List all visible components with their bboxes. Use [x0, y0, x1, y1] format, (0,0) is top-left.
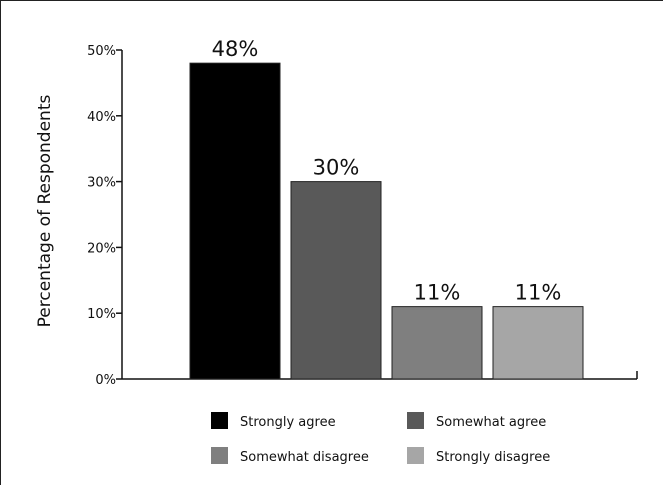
legend: Strongly agree Somewhat agree Somewhat dis… — [211, 412, 550, 465]
bar — [492, 306, 584, 380]
legend-label: Somewhat disagree — [240, 450, 369, 465]
y-tick-label: 0% — [95, 373, 116, 388]
bar — [391, 306, 483, 380]
legend-swatch — [211, 447, 228, 464]
y-tick-label: 40% — [87, 110, 116, 125]
data-label: 11% — [515, 281, 562, 305]
legend-swatch — [211, 412, 228, 429]
legend-swatch — [407, 447, 424, 464]
bar — [189, 62, 281, 380]
bar — [290, 181, 382, 380]
bars — [189, 62, 584, 380]
data-labels: 48% 30% 11% 11% — [212, 37, 562, 304]
data-label: 48% — [212, 37, 259, 61]
y-axis-label: Percentage of Respondents — [35, 95, 55, 328]
legend-swatch — [407, 412, 424, 429]
y-tick-label: 30% — [87, 176, 116, 191]
y-tick-label: 20% — [87, 241, 116, 256]
legend-label: Strongly disagree — [436, 450, 550, 465]
data-label: 30% — [313, 156, 360, 180]
legend-label: Strongly agree — [240, 415, 336, 430]
data-label: 11% — [414, 281, 461, 305]
y-tick-label: 10% — [87, 307, 116, 322]
y-tick-label: 50% — [87, 44, 116, 59]
legend-label: Somewhat agree — [436, 415, 546, 430]
